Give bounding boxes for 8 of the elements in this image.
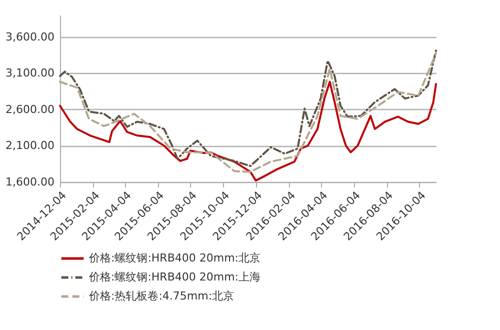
y-tick-label: 3,100.00	[6, 66, 54, 80]
legend-label: 价格:螺纹钢:HRB400 20mm:北京	[88, 252, 260, 264]
legend-label: 价格:热轧板卷:4.75mm:北京	[88, 290, 234, 302]
y-tick-label: 1,600.00	[6, 176, 54, 188]
legend-label: 价格:螺纹钢:HRB400 20mm:上海	[88, 270, 260, 284]
y-tick-label: 2,600.00	[6, 102, 54, 116]
y-tick-label: 3,600.00	[6, 30, 54, 44]
y-tick-label: 2,100.00	[6, 139, 54, 152]
